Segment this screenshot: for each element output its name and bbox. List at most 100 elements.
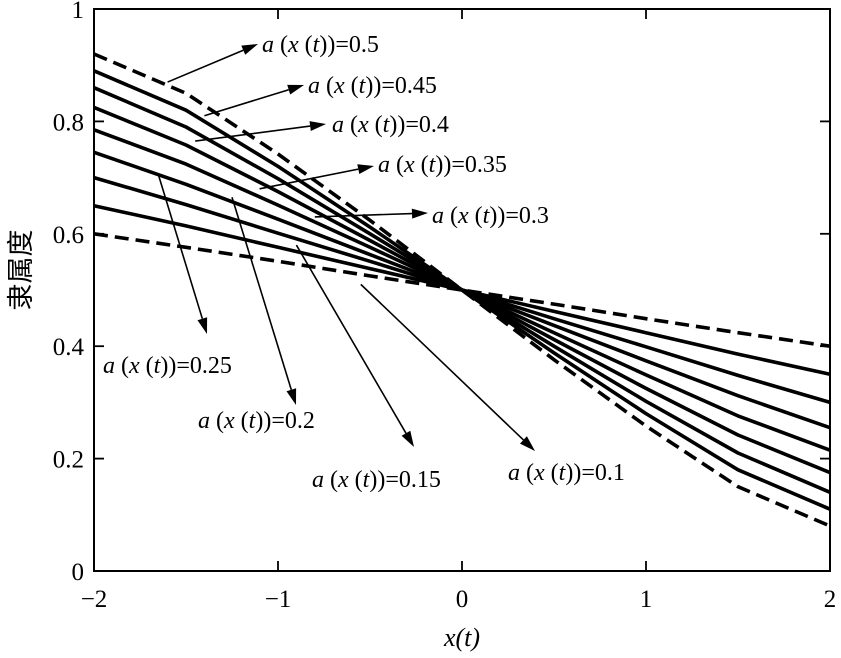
annotation-label-part: x (533, 460, 545, 486)
annotation-label-part: =0.3 (505, 203, 549, 229)
annotation-label-part: =0.35 (451, 152, 507, 178)
annotation-label-part: t (249, 408, 257, 434)
annotation-label-part: a (508, 460, 520, 486)
annotation-arrow-line (314, 212, 413, 218)
annotation-label: a (x (t))=0.35 (378, 152, 507, 178)
annotation-label-part: ) (443, 152, 451, 178)
annotation-label-part: ( (444, 203, 458, 229)
annotation-label: a (x (t))=0.3 (432, 203, 549, 229)
annotation-label-part: a (312, 467, 324, 493)
annotation-label-part: ) (263, 408, 271, 434)
annotation-arrowhead (241, 44, 258, 55)
annotation-label-part: ( (349, 467, 363, 493)
annotation-label-part: x (333, 73, 345, 99)
x-tick-label: 2 (824, 586, 837, 613)
annotation-arrows (157, 44, 535, 451)
annotation-label-part: ) (397, 112, 405, 138)
annotation-arrow-line (259, 168, 359, 190)
annotation-label-part: t (429, 152, 437, 178)
annotation-label-part: ( (210, 408, 224, 434)
annotation-label: a (x (t))=0.5 (262, 32, 379, 58)
annotation-arrowhead (287, 84, 304, 95)
annotation-arrowhead (357, 164, 374, 174)
annotation-label-part: ( (545, 460, 559, 486)
annotation-label-part: =0.4 (405, 112, 449, 138)
annotation-arrow-line (231, 197, 293, 390)
annotation-label-part: ) (377, 467, 385, 493)
annotation-label-part: ( (369, 112, 383, 138)
annotation-arrowhead (401, 430, 414, 447)
annotation-arrow-line (195, 125, 311, 142)
annotation-label-part: =0.45 (381, 73, 437, 99)
annotation-label-part: =0.1 (581, 460, 625, 486)
annotation-label-part: ( (469, 203, 483, 229)
annotation-label-part: x (128, 353, 140, 379)
annotation-arrow-line (204, 88, 289, 117)
annotation-label-part: t (559, 460, 567, 486)
annotation-label-part: ( (415, 152, 429, 178)
annotation-arrow-line (157, 174, 204, 319)
annotation-label-part: ) (573, 460, 581, 486)
annotation-label-part: ) (373, 73, 381, 99)
annotation-label-part: a (378, 152, 390, 178)
y-tick-label: 1 (72, 0, 85, 24)
annotation-label-part: =0.15 (385, 467, 441, 493)
annotation-label: a (x (t))=0.4 (332, 112, 449, 138)
annotation-label-part: a (198, 408, 210, 434)
annotation-arrowhead (309, 121, 326, 131)
annotation-label-part: ) (565, 460, 573, 486)
x-axis-label: x(t) (443, 623, 480, 652)
annotation-label: a (x (t))=0.45 (308, 73, 437, 99)
annotation-label-part: ) (435, 152, 443, 178)
annotation-label-part: ) (319, 32, 327, 58)
annotation-label-part: ) (489, 203, 497, 229)
series-layer (93, 52, 831, 528)
annotation-label-part: x (357, 112, 369, 138)
annotation-label-part: ( (324, 467, 338, 493)
annotation-labels: a (x (t))=0.5a (x (t))=0.45a (x (t))=0.4… (103, 32, 625, 493)
annotation-label: a (x (t))=0.15 (312, 467, 441, 493)
annotation-label-part: a (432, 203, 444, 229)
annotation-label-part: ( (345, 73, 359, 99)
annotation-label-part: ) (365, 73, 373, 99)
annotation-arrow-line (360, 283, 524, 441)
annotation-label-part: x (337, 467, 349, 493)
annotation-label: a (x (t))=0.1 (508, 460, 625, 486)
annotation-label-part: ( (390, 152, 404, 178)
annotation-label-part: x (457, 203, 469, 229)
annotation-label-part: ( (235, 408, 249, 434)
series-line-8 (93, 69, 831, 511)
y-tick-label: 0.8 (53, 109, 84, 136)
x-tick-label: 1 (640, 586, 653, 613)
annotation-label-part: t (483, 203, 491, 229)
annotation-arrowhead (197, 317, 208, 334)
annotation-label-part: ( (140, 353, 154, 379)
annotation-label-part: ) (160, 353, 168, 379)
annotation-label-part: a (332, 112, 344, 138)
y-tick-label: 0 (72, 559, 85, 586)
annotation-label-part: t (383, 112, 391, 138)
annotation-label-part: =0.25 (176, 353, 232, 379)
annotation-label-part: t (313, 32, 321, 58)
y-tick-label: 0.6 (53, 222, 84, 249)
annotation-label-part: ) (327, 32, 335, 58)
annotation-label-part: a (262, 32, 274, 58)
annotation-arrow-line (167, 49, 244, 83)
annotation-arrowhead (286, 388, 297, 405)
annotation-label-part: ) (497, 203, 505, 229)
annotation-label: a (x (t))=0.25 (103, 353, 232, 379)
annotation-label-part: =0.5 (335, 32, 379, 58)
annotation-label-part: t (359, 73, 367, 99)
x-tick-label: −1 (265, 586, 292, 613)
annotation-label-part: ( (320, 73, 334, 99)
annotation-label-part: ) (389, 112, 397, 138)
series-line-1 (93, 232, 831, 348)
annotation-label-part: ( (520, 460, 534, 486)
annotation-label-part: t (154, 353, 162, 379)
annotation-label-part: x (403, 152, 415, 178)
annotation-arrowhead (411, 208, 428, 219)
annotation-label: a (x (t))=0.2 (198, 408, 315, 434)
annotation-label-part: ) (369, 467, 377, 493)
annotation-label-part: ) (168, 353, 176, 379)
